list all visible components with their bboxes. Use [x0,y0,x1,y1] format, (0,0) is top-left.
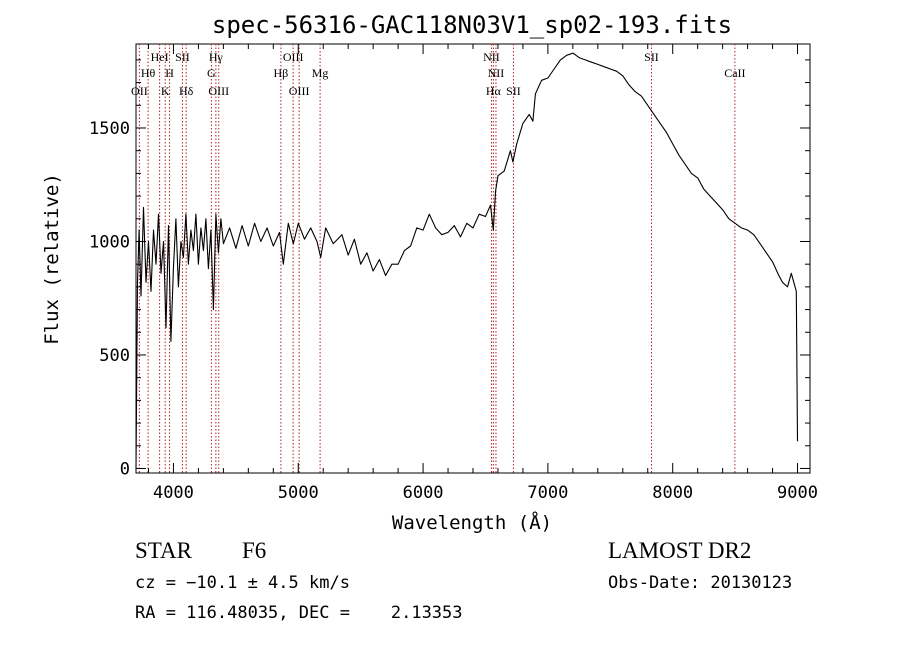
line-label: SII [175,50,190,64]
spectrum-line [135,52,799,469]
line-label: H [165,66,174,80]
line-label: Hα [486,84,502,98]
object-subclass: F6 [242,538,267,563]
line-label: OII [131,84,148,98]
line-label: Mg [312,66,329,80]
plot-frame [135,43,811,474]
line-label: NII [483,50,500,64]
x-tick-label: 6000 [403,483,444,503]
line-label: HeI [151,50,169,64]
x-tick-label: 8000 [652,483,693,503]
line-label: SII [644,50,659,64]
y-axis-label: Flux (relative) [41,173,63,345]
line-label: OIII [289,84,310,98]
x-axis-ticks: 4000 5000 6000 7000 8000 9000 [147,44,818,503]
y-axis-ticks: 0 500 1000 1500 [89,59,810,479]
line-label: OIII [208,84,229,98]
y-tick-label: 1500 [89,119,130,139]
line-label: Hθ [141,66,156,80]
coordinates-readout: RA = 116.48035, DEC = 2.13353 [135,603,463,623]
line-label: SII [506,84,521,98]
line-label: NII [488,66,505,80]
x-tick-label: 5000 [278,483,319,503]
line-label: CaII [724,66,745,80]
line-label: K [161,84,170,98]
y-tick-label: 500 [99,346,130,366]
line-label: Hδ [179,84,194,98]
x-axis-label: Wavelength (Å) [392,511,552,534]
velocity-readout: cz = −10.1 ± 4.5 km/s [135,573,350,593]
line-markers [138,44,736,473]
chart-title: spec-56316-GAC118N03V1_sp02-193.fits [212,11,732,39]
object-class: STAR [135,538,192,563]
line-labels: OIIHθHeIKHSIIHδHγGOIIIHβOIIIOIIIMgNIINII… [131,50,745,98]
x-tick-label: 9000 [777,483,818,503]
line-label: G [207,66,216,80]
x-tick-label: 4000 [153,483,194,503]
y-tick-label: 1000 [89,232,130,252]
survey-name: LAMOST DR2 [608,538,752,563]
x-tick-label: 7000 [527,483,568,503]
line-label: Hγ [209,50,224,64]
observation-date: Obs-Date: 20130123 [608,573,793,593]
line-label: OIII [283,50,304,64]
y-tick-label: 0 [120,459,130,479]
line-label: Hβ [274,66,289,80]
